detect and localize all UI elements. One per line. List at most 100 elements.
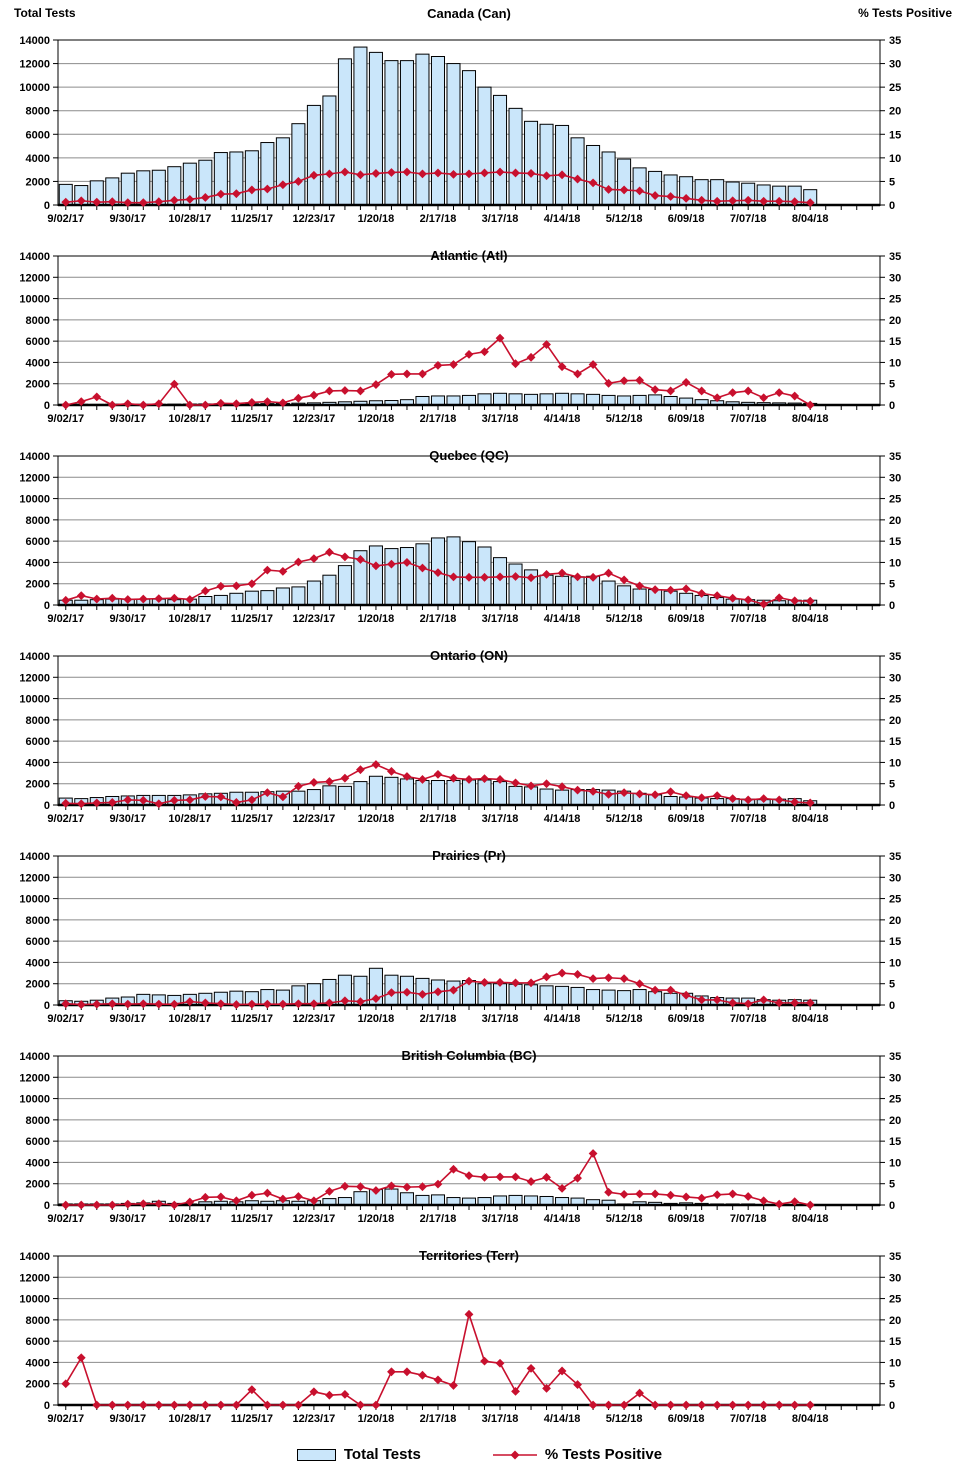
right-axis-tick-label: 5 xyxy=(889,579,895,591)
percent-positive-marker xyxy=(123,795,133,805)
percent-positive-marker xyxy=(92,594,102,604)
percent-positive-marker xyxy=(697,195,707,205)
chart-canvas-quebec: 0 2000 4000 6000 8000 10000 12000 14000 0 5 10 15 20… xyxy=(19,451,901,625)
right-axis-tick-label: 10 xyxy=(889,1157,901,1169)
percent-positive-marker xyxy=(325,777,334,786)
x-axis-tick-label: 12/23/17 xyxy=(292,613,335,625)
percent-positive-marker xyxy=(387,766,396,776)
total-tests-bar xyxy=(555,789,570,806)
percent-positive-marker xyxy=(619,974,629,984)
total-tests-bar xyxy=(555,985,570,1006)
percent-positive-marker xyxy=(371,561,381,571)
percent-positive-marker xyxy=(418,563,427,573)
x-axis-tick-label: 7/07/18 xyxy=(730,1213,767,1225)
percent-positive-marker xyxy=(340,1181,350,1191)
total-tests-bar xyxy=(353,46,368,206)
percent-positive-marker xyxy=(557,782,567,792)
total-tests-bar xyxy=(446,780,461,806)
x-axis-tick-label: 1/20/18 xyxy=(358,813,395,825)
left-axis-tick-label: 0 xyxy=(44,200,50,212)
bar-swatch-icon xyxy=(296,1448,336,1461)
total-tests-bar xyxy=(291,586,306,606)
panel-title-ontario: Ontario (ON) xyxy=(430,648,508,663)
percent-positive-marker xyxy=(231,1000,241,1009)
total-tests-bar xyxy=(493,557,508,606)
percent-positive-marker xyxy=(216,1400,226,1410)
left-axis-tick-label: 0 xyxy=(44,800,50,812)
panel-canada: Total Tests Canada (Can) % Tests Positiv… xyxy=(0,0,958,232)
right-axis-tick-label: 25 xyxy=(889,894,901,906)
percent-positive-marker xyxy=(573,1173,582,1183)
left-axis-tick-label: 4000 xyxy=(26,1157,50,1169)
percent-positive-marker xyxy=(231,1400,241,1410)
percent-positive-marker xyxy=(200,586,210,596)
total-tests-bar xyxy=(415,780,430,806)
left-axis-tick-label: 14000 xyxy=(19,1051,50,1063)
percent-positive-marker xyxy=(573,174,582,184)
percent-positive-marker xyxy=(511,168,520,178)
percent-positive-marker xyxy=(666,192,676,201)
panel-title-british-columbia: British Columbia (BC) xyxy=(401,1048,537,1063)
percent-positive-marker xyxy=(216,398,226,408)
total-tests-bar xyxy=(430,1194,445,1206)
percent-positive-marker xyxy=(216,999,226,1009)
percent-positive-marker xyxy=(712,1190,722,1200)
total-tests-bar xyxy=(493,1195,508,1206)
left-axis-tick-label: 2000 xyxy=(26,1179,50,1191)
x-axis-tick-label: 12/23/17 xyxy=(292,1213,335,1225)
left-axis-tick-label: 14000 xyxy=(19,851,50,863)
left-axis-tick-label: 8000 xyxy=(26,915,50,927)
percent-positive-marker xyxy=(480,774,489,784)
percent-positive-marker xyxy=(340,552,350,562)
total-tests-bar xyxy=(539,788,554,806)
left-axis-tick-label: 12000 xyxy=(19,59,50,71)
percent-positive-marker xyxy=(92,999,102,1009)
total-tests-bar xyxy=(601,989,616,1006)
left-axis-tick-label: 2000 xyxy=(26,579,50,591)
chart-canvas-canada: 0 2000 4000 6000 8000 10000 12000 14000 0 5 10 15 20… xyxy=(19,35,901,225)
total-tests-bar xyxy=(446,536,461,606)
percent-positive-marker xyxy=(293,1400,303,1410)
percent-positive-marker xyxy=(325,1186,334,1196)
percent-positive-marker xyxy=(511,1172,520,1182)
percent-positive-marker xyxy=(200,998,210,1008)
percent-positive-marker xyxy=(231,399,241,409)
x-axis-tick-label: 7/07/18 xyxy=(730,213,767,225)
percent-positive-marker xyxy=(805,198,815,208)
total-tests-bar xyxy=(477,779,492,806)
panel-title-prairies: Prairies (Pr) xyxy=(432,848,506,863)
line-swatch-icon xyxy=(492,1450,537,1459)
percent-positive-marker xyxy=(262,565,272,575)
percent-positive-marker xyxy=(340,167,350,177)
percent-positive-marker xyxy=(666,985,676,995)
percent-positive-marker xyxy=(293,1192,303,1201)
percent-positive-marker xyxy=(728,794,738,804)
percent-positive-marker xyxy=(154,799,164,809)
percent-positive-marker xyxy=(169,593,179,603)
total-tests-bar xyxy=(586,144,601,206)
percent-positive-marker xyxy=(61,1379,71,1389)
panel-title-quebec: Quebec (QC) xyxy=(429,448,509,463)
percent-positive-marker xyxy=(681,194,691,203)
left-axis-tick-label: 6000 xyxy=(26,736,50,748)
x-axis-tick-label: 6/09/18 xyxy=(668,813,705,825)
x-axis-tick-label: 5/12/18 xyxy=(606,1213,643,1225)
percent-positive-marker xyxy=(231,581,241,591)
x-axis-tick-label: 7/07/18 xyxy=(730,1013,767,1025)
total-tests-bar xyxy=(446,63,461,206)
percent-positive-marker xyxy=(293,781,303,791)
total-tests-bar xyxy=(368,51,383,206)
percent-positive-marker xyxy=(123,198,133,208)
percent-positive-marker xyxy=(542,972,551,982)
total-tests-bar xyxy=(663,395,678,406)
percent-positive-marker xyxy=(107,1200,117,1210)
total-tests-bar xyxy=(275,137,290,206)
percent-positive-marker xyxy=(247,579,257,589)
percent-positive-marker xyxy=(557,1366,567,1376)
right-axis-tick-label: 20 xyxy=(889,1115,901,1127)
x-axis-tick-label: 3/17/18 xyxy=(482,813,519,825)
total-tests-bar xyxy=(524,393,539,406)
total-tests-bar xyxy=(260,142,275,206)
left-axis-tick-label: 2000 xyxy=(26,1379,50,1391)
percent-positive-marker xyxy=(278,566,288,576)
